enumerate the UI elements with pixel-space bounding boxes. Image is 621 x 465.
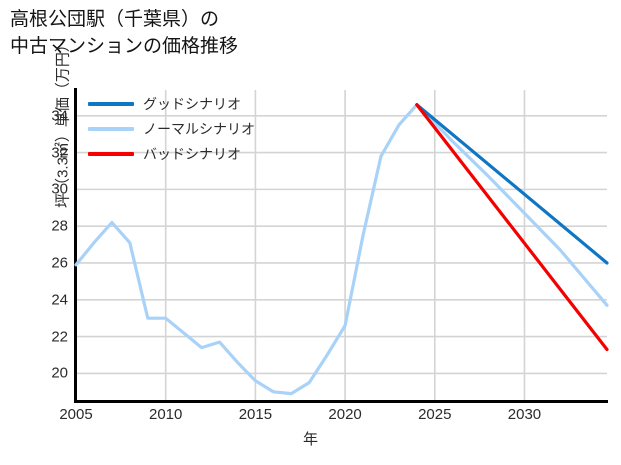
x-axis-line xyxy=(74,400,608,403)
x-tick-label: 2005 xyxy=(59,406,93,423)
y-tick-label: 32 xyxy=(51,144,68,162)
series-line xyxy=(415,103,609,265)
legend-color-swatch xyxy=(88,102,134,106)
legend-label: ノーマルシナリオ xyxy=(143,121,255,137)
y-tick-label: 30 xyxy=(51,180,68,198)
chart-title: 高根公団駅（千葉県）の 中古マンションの価格推移 xyxy=(10,9,239,57)
x-tick-label: 2025 xyxy=(418,406,452,423)
series-line xyxy=(415,103,609,352)
series-line xyxy=(74,103,609,396)
chart-legend: グッドシナリオ ノーマルシナリオ バッドシナリオ xyxy=(88,96,255,162)
x-tick-label: 2015 xyxy=(238,406,273,423)
y-axis-line xyxy=(74,88,77,403)
legend-item[interactable]: グッドシナリオ xyxy=(88,96,255,112)
y-tick-label: 24 xyxy=(51,291,68,309)
legend-color-swatch xyxy=(88,152,134,156)
y-tick-label: 26 xyxy=(51,254,68,272)
legend-label: グッドシナリオ xyxy=(143,96,241,112)
legend-item[interactable]: ノーマルシナリオ xyxy=(88,121,255,137)
y-tick-label: 34 xyxy=(51,107,68,125)
x-axis-label: 年 xyxy=(302,431,318,448)
legend-label: バッドシナリオ xyxy=(143,146,241,162)
legend-color-swatch xyxy=(88,127,134,131)
x-tick-label: 2010 xyxy=(149,406,183,423)
y-tick-label: 20 xyxy=(51,364,68,382)
y-tick-label: 28 xyxy=(51,217,68,235)
x-tick-label: 2030 xyxy=(507,406,542,423)
y-tick-label: 22 xyxy=(51,328,68,346)
legend-item[interactable]: バッドシナリオ xyxy=(88,146,255,162)
x-tick-label: 2020 xyxy=(328,406,362,423)
